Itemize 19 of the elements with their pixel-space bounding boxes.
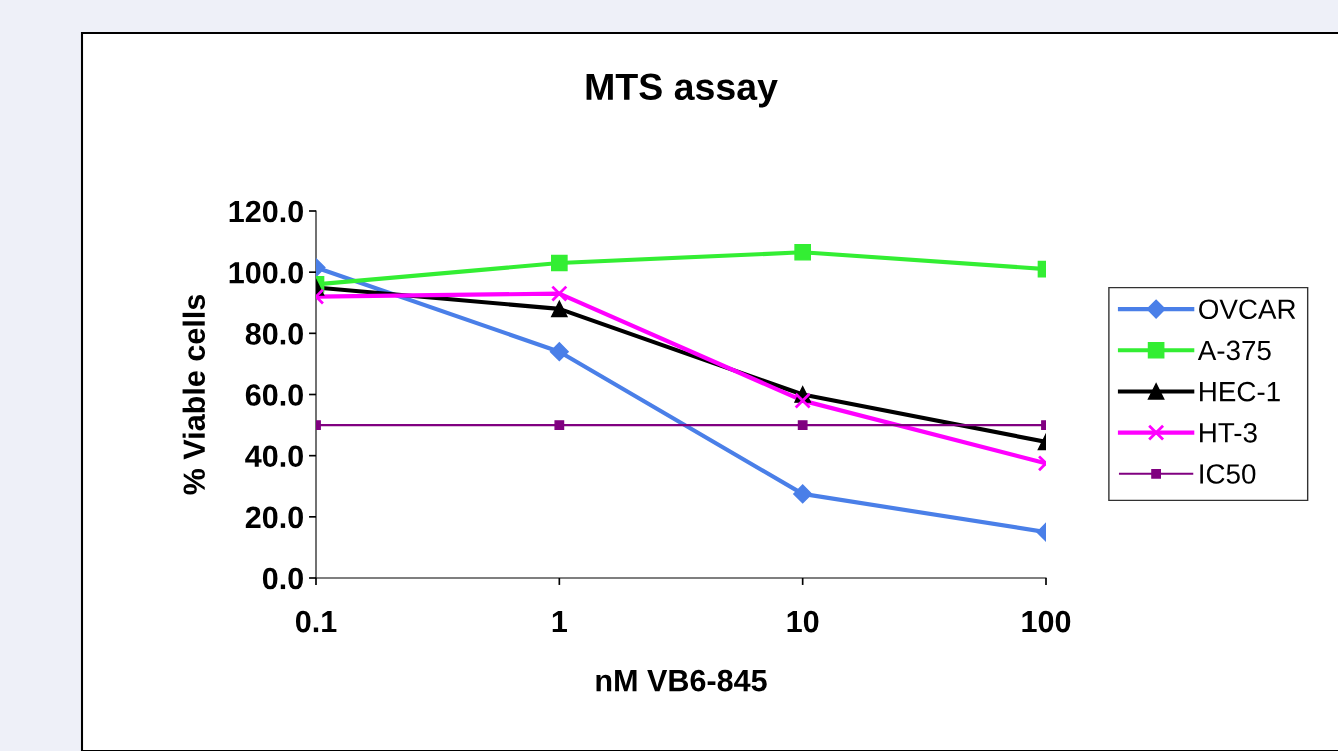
y-tick-label: 120.0 <box>229 200 303 223</box>
x-tick-label: 10 <box>787 610 819 633</box>
x-tick-label: 0.1 <box>295 610 337 633</box>
x-tick-label: 100 <box>1022 610 1071 633</box>
legend-label: HEC-1 <box>1200 381 1280 402</box>
y-tick-label: 40.0 <box>245 445 303 468</box>
y-tick-label: 0.0 <box>262 567 303 590</box>
chart-title: MTS assay <box>586 73 778 108</box>
legend-label: OVCAR <box>1199 299 1296 320</box>
y-tick-label: 60.0 <box>245 384 303 406</box>
legend-label: A-375 <box>1197 340 1271 361</box>
y-tick-label: 80.0 <box>245 323 303 345</box>
legend-label: HT-3 <box>1200 422 1257 443</box>
y-tick-label: 100.0 <box>229 261 303 284</box>
legend-label: IC50 <box>1200 464 1256 484</box>
x-axis-title: nM VB6-845 <box>596 669 767 692</box>
x-tick-label: 1 <box>552 611 567 633</box>
y-tick-label: 20.0 <box>245 506 303 529</box>
y-axis-title: % Viable cells <box>182 294 206 495</box>
